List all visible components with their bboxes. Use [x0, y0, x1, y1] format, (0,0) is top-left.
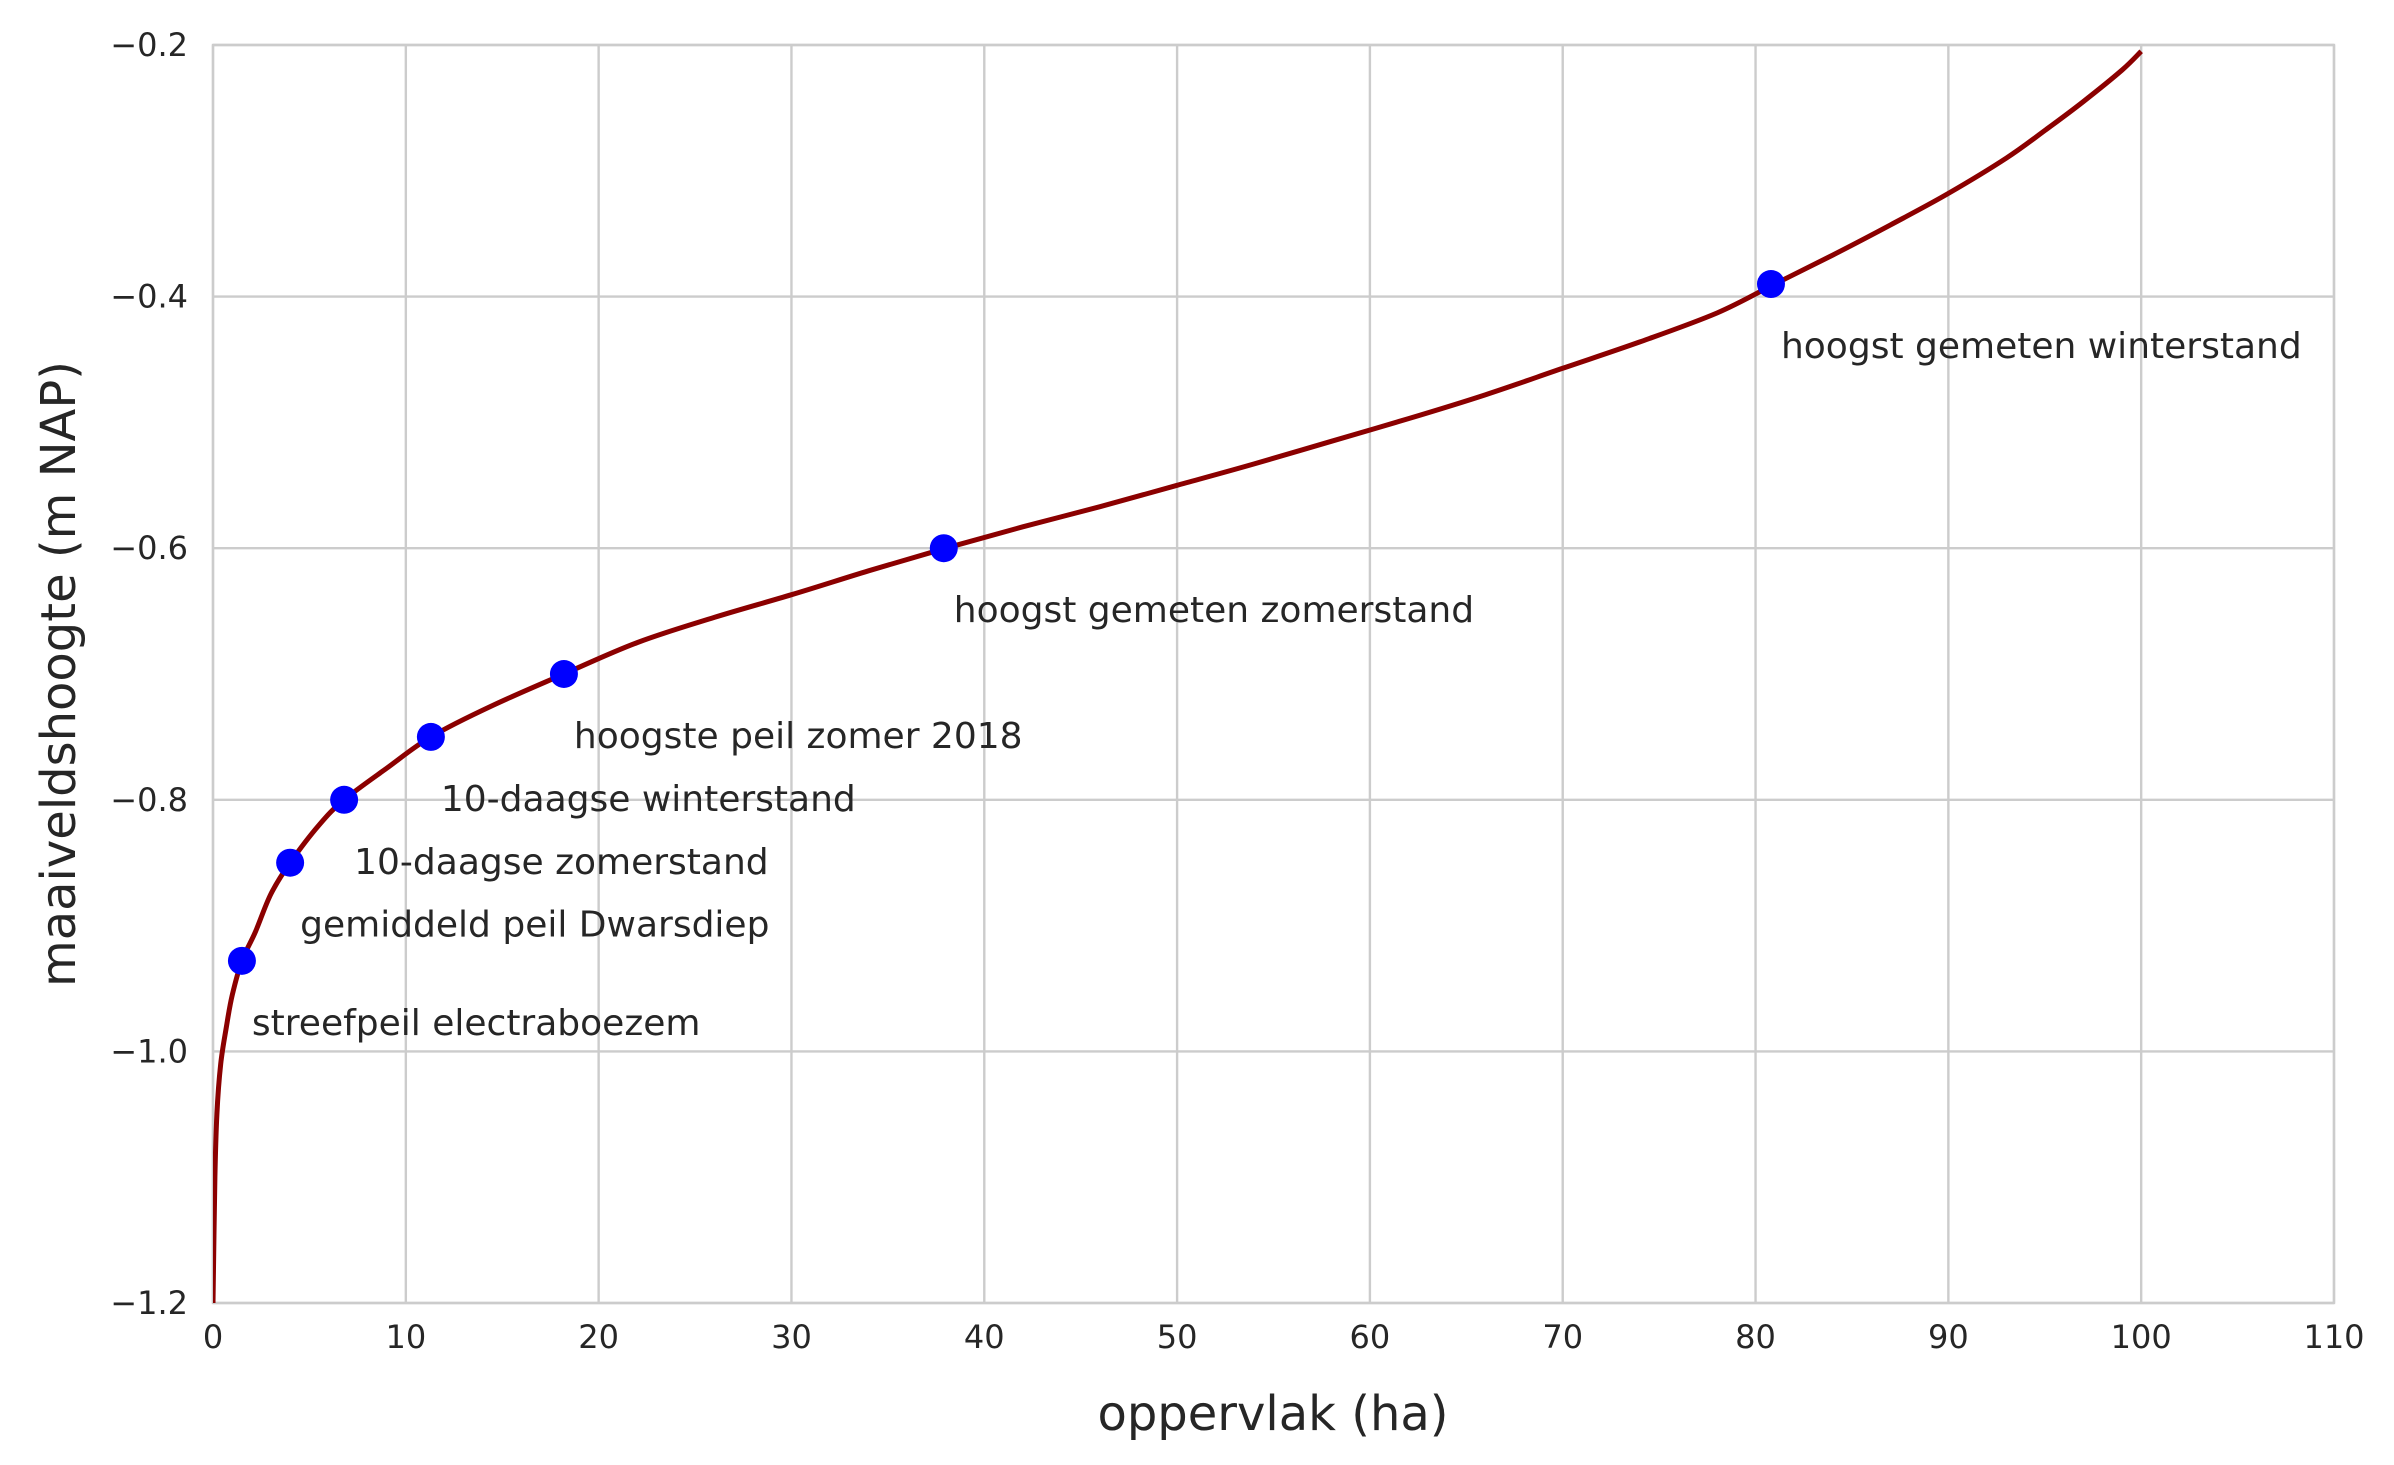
data-point-marker [416, 722, 445, 751]
y-tick-label: −0.8 [110, 781, 188, 819]
y-tick-label: −0.4 [110, 278, 188, 316]
plot-frame [211, 43, 2336, 1305]
data-point-annotation: 10-daagse winterstand [441, 779, 856, 820]
data-point-annotation: 10-daagse zomerstand [354, 842, 769, 883]
x-tick-label: 30 [771, 1318, 812, 1356]
x-tick-label: 60 [1350, 1318, 1391, 1356]
y-tick-label: −1.0 [110, 1032, 188, 1070]
x-tick-label: 90 [1928, 1318, 1969, 1356]
data-point-marker [1756, 270, 1785, 299]
data-point-annotation: streefpeil electraboezem [252, 1003, 701, 1044]
x-tick-label: 20 [578, 1318, 619, 1356]
marker-layer [227, 270, 1785, 975]
x-axis-title: oppervlak (ha) [1097, 1386, 1448, 1442]
tick-label-layer: 0 10 20 30 40 50 60 70 80 90 100 110 −1.2 −1.0 −0.8 −0.… [110, 26, 2364, 1356]
data-point-annotation: hoogste peil zomer 2018 [574, 716, 1023, 757]
data-point-marker [330, 785, 359, 814]
annotation-layer: streefpeil electraboezem gemiddeld peil D… [252, 326, 2302, 1044]
y-tick-label: −0.2 [110, 26, 188, 64]
data-point-marker [929, 534, 958, 563]
y-axis-title: maaiveldshoogte (m NAP) [31, 361, 87, 987]
data-point-marker [549, 660, 578, 688]
x-tick-label: 0 [203, 1318, 223, 1356]
data-point-annotation: hoogst gemeten winterstand [1781, 326, 2302, 367]
x-tick-label: 110 [2303, 1318, 2364, 1356]
data-point-annotation: gemiddeld peil Dwarsdiep [300, 905, 769, 946]
x-tick-label: 70 [1542, 1318, 1583, 1356]
x-tick-label: 80 [1735, 1318, 1776, 1356]
x-tick-label: 10 [385, 1318, 426, 1356]
data-point-marker [227, 946, 256, 975]
x-tick-label: 50 [1157, 1318, 1198, 1356]
x-tick-label: 40 [964, 1318, 1005, 1356]
grid [211, 43, 2336, 1305]
y-tick-label: −1.2 [110, 1284, 188, 1322]
y-tick-label: −0.6 [110, 529, 188, 567]
x-tick-label: 100 [2111, 1318, 2172, 1356]
data-point-annotation: hoogst gemeten zomerstand [954, 590, 1474, 631]
data-point-marker [276, 848, 305, 877]
